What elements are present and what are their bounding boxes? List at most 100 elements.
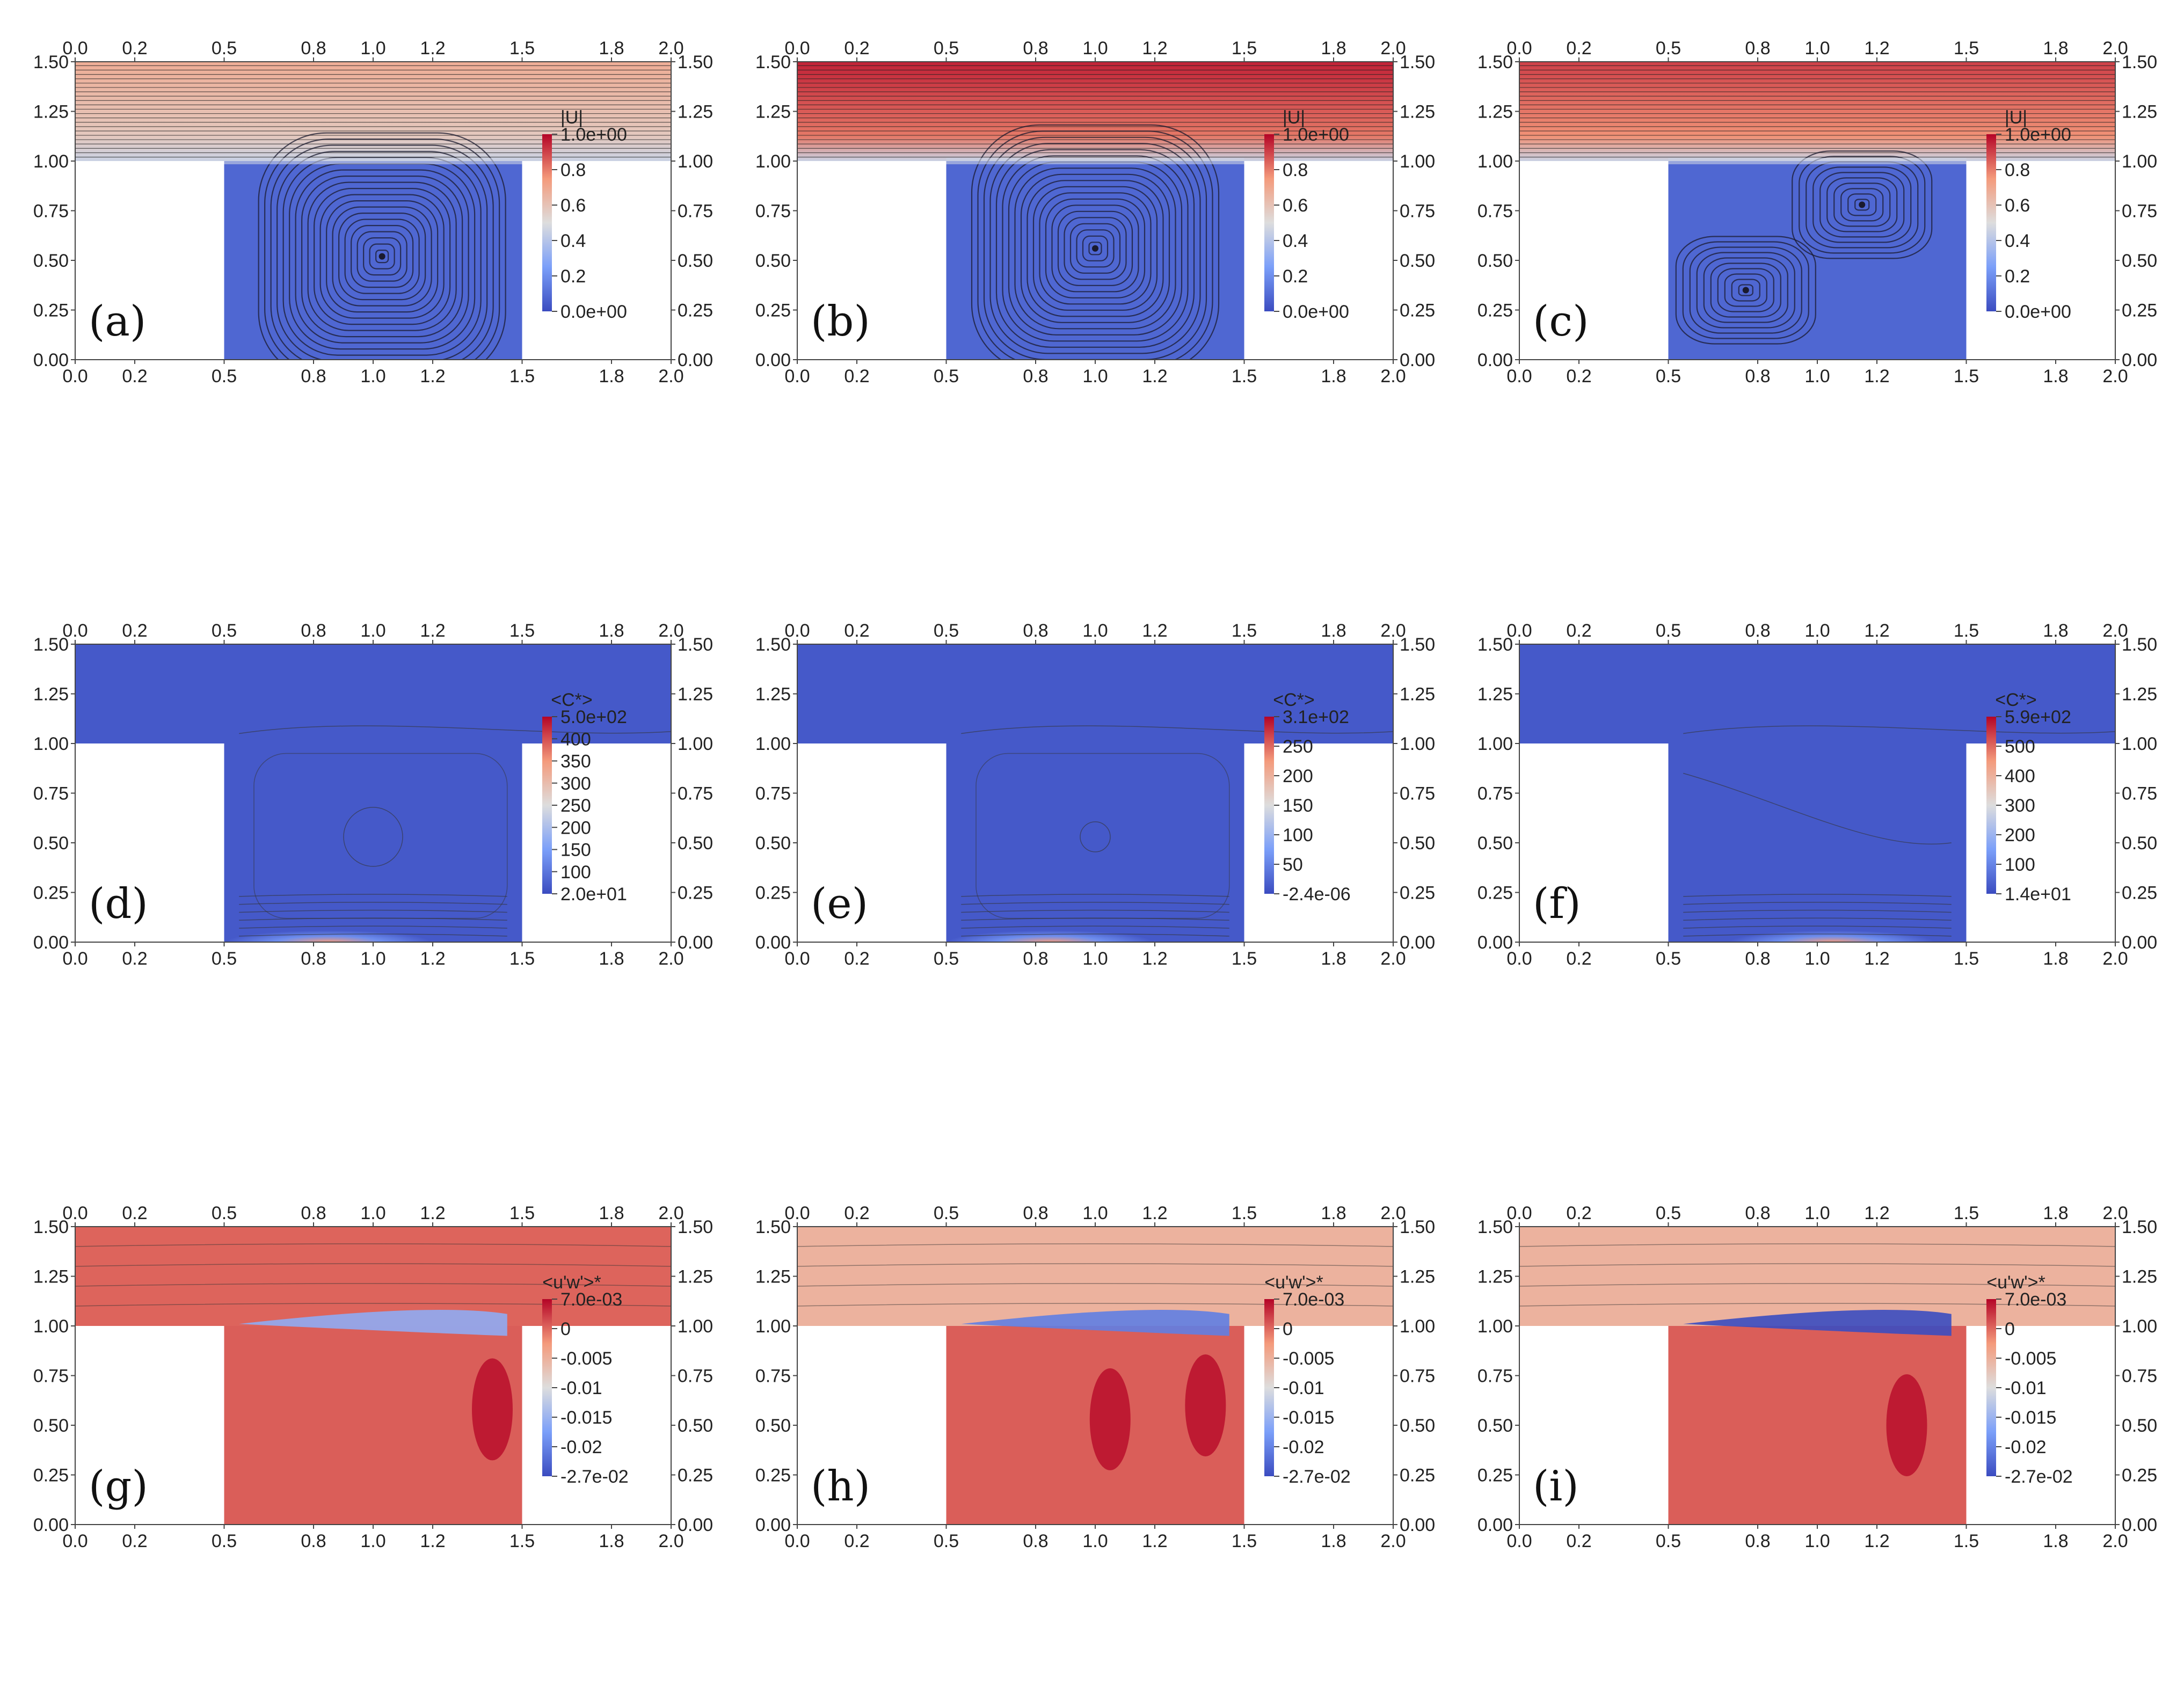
y-tick-label-right: 1.25 bbox=[678, 684, 713, 705]
contour-line bbox=[75, 1283, 671, 1287]
x-tick-label-bottom: 0.0 bbox=[62, 366, 88, 387]
x-tick-label-bottom: 1.0 bbox=[1804, 366, 1830, 387]
y-tick-label-left: 0.75 bbox=[33, 784, 69, 804]
x-tick-label-top: 1.0 bbox=[1082, 1203, 1108, 1223]
colorbar-tick-label: 0.2 bbox=[560, 266, 586, 287]
y-tick-label-right: 1.25 bbox=[1400, 684, 1435, 705]
colorbar-tick-label: 300 bbox=[2005, 796, 2035, 816]
y-tick-label-left: 0.00 bbox=[1477, 1515, 1513, 1535]
channel-region bbox=[75, 62, 671, 161]
y-tick-label-right: 0.50 bbox=[1400, 1416, 1435, 1436]
x-tick-label-bottom: 0.8 bbox=[1745, 366, 1770, 387]
colorbar-tick-label: 250 bbox=[560, 796, 591, 816]
x-tick-label-top: 1.5 bbox=[509, 38, 535, 59]
vortex-streamline bbox=[326, 200, 439, 313]
field-velocity bbox=[1519, 62, 2115, 360]
y-tick-label-left: 1.25 bbox=[1477, 684, 1513, 705]
x-tick-label-top: 0.8 bbox=[1745, 38, 1770, 59]
vortex-streamline bbox=[1792, 150, 1933, 259]
x-tick-label-bottom: 2.0 bbox=[2102, 366, 2128, 387]
contour-line bbox=[1683, 917, 1952, 921]
colorbar-tick-label: 0.8 bbox=[1283, 160, 1308, 180]
x-tick-label-bottom: 0.8 bbox=[1745, 949, 1770, 969]
colorbar-title: |U| bbox=[560, 107, 583, 128]
vortex-streamline bbox=[332, 206, 432, 307]
x-tick-label-top: 0.0 bbox=[784, 621, 810, 641]
vortex-streamline bbox=[301, 176, 463, 338]
y-tick-label-left: 0.00 bbox=[755, 932, 791, 953]
vortex-streamline bbox=[1682, 241, 1809, 339]
x-tick-label-top: 0.0 bbox=[1506, 38, 1532, 59]
colorbar-tick-label: -0.015 bbox=[2005, 1408, 2056, 1428]
vortex-streamline bbox=[1854, 199, 1870, 211]
vortex-center bbox=[1092, 245, 1098, 252]
contour-line bbox=[75, 1263, 671, 1267]
x-tick-label-bottom: 0.8 bbox=[1023, 1531, 1048, 1551]
y-tick-label-right: 0.50 bbox=[2122, 1416, 2157, 1436]
panel-label: (f) bbox=[1533, 880, 1581, 928]
y-tick-label-left: 0.25 bbox=[755, 883, 791, 903]
y-tick-label-right: 0.00 bbox=[2122, 1515, 2157, 1535]
colorbar-tick-label: 300 bbox=[560, 774, 591, 794]
x-tick-label-top: 1.8 bbox=[1321, 1203, 1346, 1223]
y-tick-label-left: 0.25 bbox=[1477, 301, 1513, 321]
colorbar bbox=[1264, 717, 1274, 894]
y-tick-label-left: 1.50 bbox=[1477, 1217, 1513, 1237]
vortex-streamline bbox=[338, 213, 426, 301]
x-tick-label-top: 0.0 bbox=[62, 38, 88, 59]
x-tick-label-top: 1.2 bbox=[420, 621, 445, 641]
colorbar-tick-label: 100 bbox=[2005, 855, 2035, 875]
x-tick-label-bottom: 1.8 bbox=[599, 366, 624, 387]
vortex-streamline bbox=[1002, 155, 1189, 342]
y-tick-label-left: 1.50 bbox=[33, 52, 69, 72]
x-tick-label-top: 0.0 bbox=[784, 38, 810, 59]
panel-label: (b) bbox=[811, 297, 870, 346]
vortex-streamline bbox=[1088, 242, 1102, 256]
vortex-streamline bbox=[369, 243, 395, 269]
stress-peak bbox=[472, 1358, 513, 1461]
colorbar-tick-label: -0.02 bbox=[1283, 1437, 1324, 1457]
y-tick-label-right: 1.00 bbox=[678, 151, 713, 172]
colorbar-tick-label: -2.7e-02 bbox=[2005, 1467, 2073, 1487]
y-tick-label-left: 0.00 bbox=[1477, 932, 1513, 953]
colorbar-tick-label: 0.0e+00 bbox=[2005, 302, 2071, 322]
colorbar-tick-label: -2.7e-02 bbox=[1283, 1467, 1351, 1487]
colorbar-tick-label: 0.8 bbox=[560, 160, 586, 180]
x-tick-label-top: 1.0 bbox=[1804, 38, 1830, 59]
channel-region bbox=[75, 1227, 671, 1326]
x-tick-label-top: 1.8 bbox=[1321, 621, 1346, 641]
panel-f: 0.0 0.0 0.2 0.2 0.5 0.5 0.8 0.8 1.0 1.0 1.2 1.2 1.5 1… bbox=[1477, 621, 2157, 969]
contour-line bbox=[961, 894, 1229, 897]
colorbar bbox=[542, 1299, 552, 1476]
vortex-streamline bbox=[344, 218, 420, 294]
y-tick-label-right: 1.50 bbox=[1400, 52, 1435, 72]
vortex-streamline bbox=[307, 181, 457, 331]
y-tick-label-right: 1.25 bbox=[2122, 102, 2157, 122]
channel-region bbox=[797, 62, 1393, 161]
contour-line bbox=[975, 753, 1230, 919]
colorbar-tick-label: 0.4 bbox=[1283, 231, 1308, 251]
y-tick-label-right: 0.75 bbox=[678, 784, 713, 804]
x-tick-label-bottom: 1.8 bbox=[599, 1531, 624, 1551]
x-tick-label-top: 0.8 bbox=[1745, 1203, 1770, 1223]
shear-wedge bbox=[961, 1309, 1229, 1336]
panel-label: (i) bbox=[1533, 1462, 1579, 1511]
x-tick-label-top: 1.5 bbox=[1954, 1203, 1979, 1223]
solid-block-left bbox=[797, 161, 947, 360]
x-tick-label-top: 1.5 bbox=[1954, 38, 1979, 59]
x-tick-label-bottom: 1.8 bbox=[1321, 1531, 1346, 1551]
vortex-streamline bbox=[363, 237, 402, 276]
x-tick-label-top: 1.8 bbox=[2043, 38, 2068, 59]
y-tick-label-left: 0.25 bbox=[755, 301, 791, 321]
y-tick-label-right: 0.25 bbox=[678, 1466, 713, 1486]
panel-d: 0.0 0.0 0.2 0.2 0.5 0.5 0.8 0.8 1.0 1.0 1.2 1.2 1.5 1… bbox=[33, 621, 713, 969]
colorbar-tick-label: 0.4 bbox=[2005, 231, 2030, 251]
colorbar-tick-label: -0.02 bbox=[2005, 1437, 2047, 1457]
x-tick-label-bottom: 2.0 bbox=[1380, 1531, 1406, 1551]
y-tick-label-right: 0.50 bbox=[2122, 251, 2157, 271]
contour-line bbox=[797, 1283, 1393, 1287]
x-tick-label-bottom: 2.0 bbox=[1380, 366, 1406, 387]
x-tick-label-bottom: 0.5 bbox=[212, 949, 237, 969]
x-tick-label-bottom: 1.0 bbox=[1804, 949, 1830, 969]
colorbar-title: |U| bbox=[2005, 107, 2027, 128]
